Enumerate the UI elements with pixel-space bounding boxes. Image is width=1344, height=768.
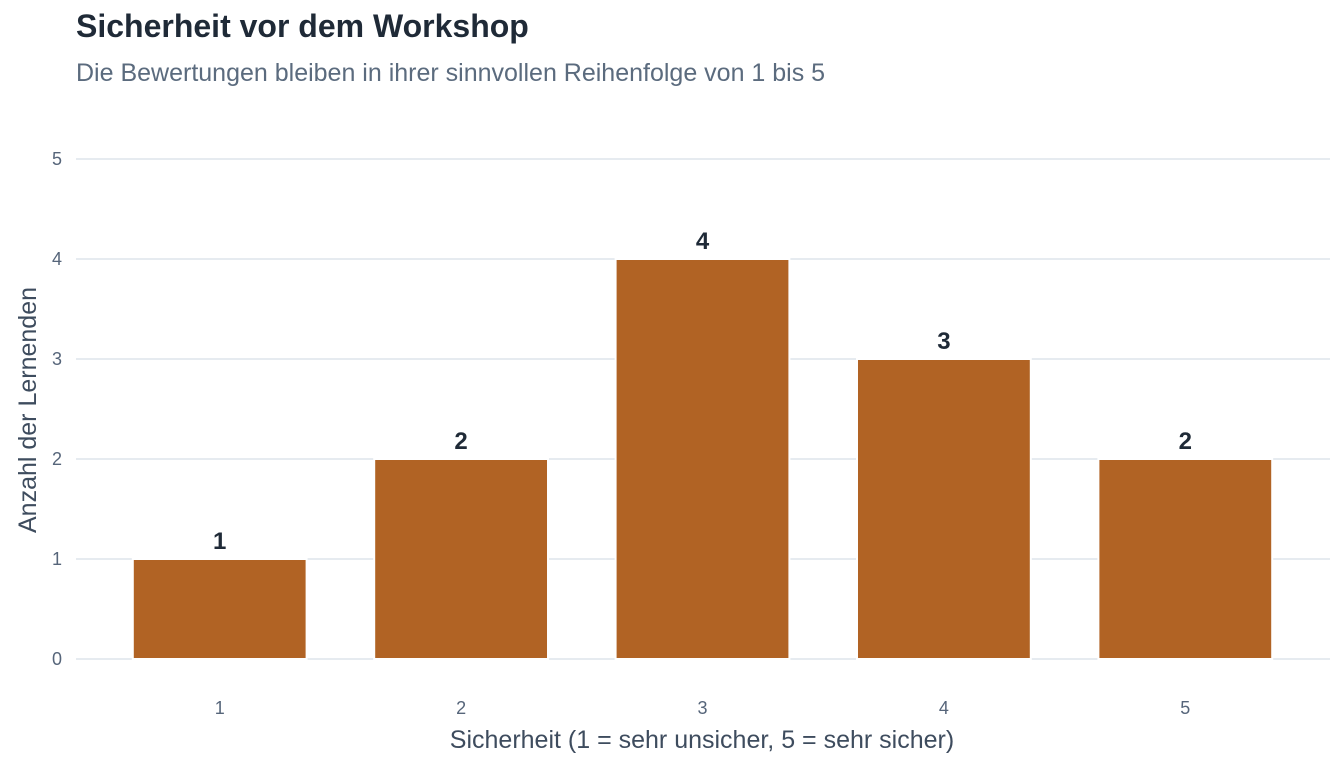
- x-axis-label: Sicherheit (1 = sehr unsicher, 5 = sehr …: [450, 726, 954, 754]
- bars: [131, 258, 1274, 660]
- y-axis-ticks: 0 1 2 3 4 5: [52, 149, 62, 669]
- bar: [373, 458, 550, 660]
- bar: [855, 358, 1032, 660]
- chart-subtitle: Die Bewertungen bleiben in ihrer sinnvol…: [76, 59, 826, 87]
- x-axis-ticks: 1 2 3 4 5: [215, 698, 1191, 718]
- x-tick-label: 3: [697, 698, 707, 718]
- chart-title: Sicherheit vor dem Workshop: [76, 8, 529, 44]
- x-tick-label: 1: [215, 698, 225, 718]
- bar: [1097, 458, 1274, 660]
- y-tick-label: 3: [52, 349, 62, 369]
- x-tick-label: 2: [456, 698, 466, 718]
- y-tick-label: 2: [52, 449, 62, 469]
- y-tick-label: 5: [52, 149, 62, 169]
- x-tick-label: 4: [939, 698, 949, 718]
- data-label: 3: [937, 328, 950, 355]
- y-tick-label: 4: [52, 249, 62, 269]
- data-label: 1: [213, 528, 226, 555]
- data-label: 2: [454, 428, 467, 455]
- y-tick-label: 1: [52, 549, 62, 569]
- data-labels: 1 2 4 3 2: [213, 228, 1192, 555]
- bar: [131, 558, 308, 660]
- y-tick-label: 0: [52, 649, 62, 669]
- data-label: 4: [696, 228, 710, 255]
- y-axis-label: Anzahl der Lernenden: [14, 287, 42, 533]
- bar: [614, 258, 791, 660]
- x-tick-label: 5: [1180, 698, 1190, 718]
- data-label: 2: [1179, 428, 1192, 455]
